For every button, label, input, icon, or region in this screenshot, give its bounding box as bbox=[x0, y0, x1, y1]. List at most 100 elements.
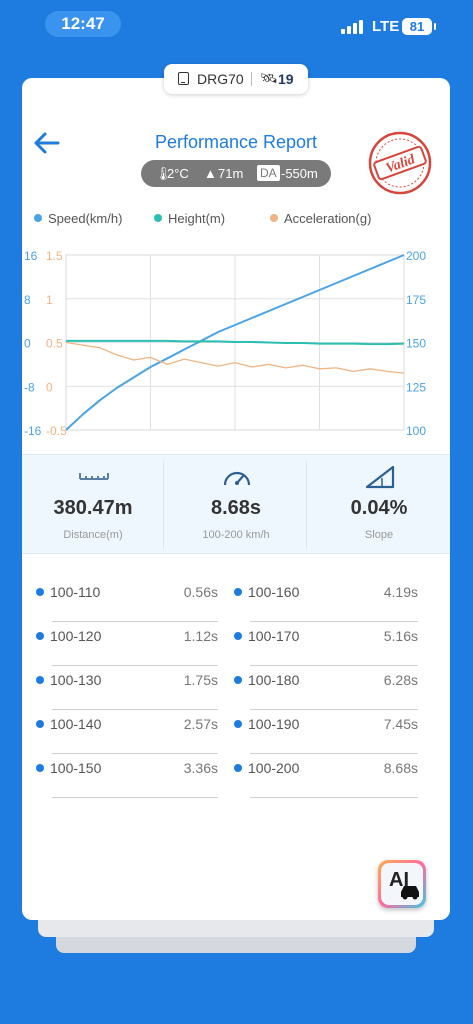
split-range: 100-180 bbox=[248, 672, 300, 688]
split-time-item: 100-180 6.28s bbox=[234, 666, 418, 710]
split-bullet bbox=[36, 632, 44, 640]
conditions-pill: 🌡 2°C ▲ 71m DA -550m bbox=[141, 160, 331, 187]
car-icon bbox=[401, 886, 419, 900]
satellite-count: 19 bbox=[278, 71, 294, 87]
split-bullet bbox=[234, 588, 242, 596]
split-divider bbox=[250, 797, 418, 798]
height-tick-label: 8 bbox=[24, 293, 31, 307]
split-time-item: 100-190 7.45s bbox=[234, 710, 418, 754]
report-card: Performance Report Valid 🌡 2°C ▲ 71m DA … bbox=[22, 78, 450, 920]
speed-line bbox=[65, 254, 405, 431]
split-range: 100-120 bbox=[50, 628, 102, 644]
stats-panel: 380.47m Distance(m) 8.68s 100-200 km/h 0… bbox=[22, 454, 450, 554]
split-time-item: 100-200 8.68s bbox=[234, 754, 418, 798]
split-time: 0.56s bbox=[183, 584, 218, 600]
split-bullet bbox=[36, 720, 44, 728]
acceleration-tick-label: 0 bbox=[46, 380, 53, 394]
height-tick-label: -16 bbox=[24, 424, 42, 438]
acceleration-line bbox=[65, 341, 405, 374]
speed-tick-label: 150 bbox=[406, 337, 426, 351]
height-tick-label: 16 bbox=[24, 249, 38, 263]
split-time-item: 100-130 1.75s bbox=[36, 666, 218, 710]
legend-item-speed[interactable]: Speed(km/h) bbox=[34, 211, 122, 226]
split-range: 100-150 bbox=[50, 760, 102, 776]
acceleration-tick-label: -0.5 bbox=[46, 424, 67, 438]
split-time-item: 100-110 0.56s bbox=[36, 578, 218, 622]
divider bbox=[163, 461, 164, 549]
split-bullet bbox=[36, 676, 44, 684]
performance-chart: 16 8 0 -8 -16 1.5 1 0.5 0 -0.5 200 175 150 125 100 bbox=[24, 249, 426, 438]
stat-value: 380.47m bbox=[53, 497, 133, 519]
legend-label: Speed(km/h) bbox=[48, 211, 123, 226]
speed-tick-label: 100 bbox=[406, 424, 426, 438]
split-time: 1.75s bbox=[183, 672, 218, 688]
divider bbox=[306, 461, 307, 549]
legend-dot bbox=[270, 214, 278, 222]
device-tab[interactable]: DRG70 🛰 19 bbox=[164, 64, 308, 94]
density-altitude-badge: DA bbox=[257, 165, 280, 181]
slope-icon bbox=[365, 465, 395, 489]
stat-label: Distance(m) bbox=[63, 529, 123, 541]
mountain-icon: ▲ bbox=[204, 166, 217, 181]
stat-value: 8.68s bbox=[210, 497, 262, 519]
split-time-item: 100-150 3.36s bbox=[36, 754, 218, 798]
network-type: LTE bbox=[372, 18, 400, 35]
split-time: 1.12s bbox=[183, 628, 218, 644]
ai-assistant-button[interactable]: AI bbox=[378, 860, 426, 908]
split-time-item: 100-160 4.19s bbox=[234, 578, 418, 622]
legend-item-acceleration[interactable]: Acceleration(g) bbox=[270, 211, 371, 226]
status-time: 12:47 bbox=[45, 11, 121, 37]
height-tick-label: -8 bbox=[24, 380, 35, 394]
acceleration-tick-label: 0.5 bbox=[46, 337, 63, 351]
page-title: Performance Report bbox=[154, 132, 318, 152]
split-time-item: 100-120 1.12s bbox=[36, 622, 218, 666]
split-time: 5.16s bbox=[383, 628, 418, 644]
acceleration-tick-label: 1 bbox=[46, 293, 53, 307]
legend-label: Height(m) bbox=[168, 211, 226, 226]
stat-value: 0.04% bbox=[350, 497, 408, 519]
speed-tick-label: 175 bbox=[406, 293, 426, 307]
speed-tick-label: 200 bbox=[406, 249, 426, 263]
acceleration-tick-label: 1.5 bbox=[46, 249, 63, 263]
split-divider bbox=[52, 709, 218, 710]
split-bullet bbox=[234, 632, 242, 640]
legend-item-height[interactable]: Height(m) bbox=[154, 211, 225, 226]
valid-stamp: Valid bbox=[368, 131, 432, 195]
density-altitude-value: -550m bbox=[281, 166, 318, 181]
split-divider bbox=[250, 621, 418, 622]
speedometer-icon bbox=[223, 471, 251, 486]
split-range: 100-190 bbox=[248, 716, 300, 732]
split-bullet bbox=[36, 588, 44, 596]
device-icon bbox=[178, 72, 189, 85]
split-divider bbox=[250, 665, 418, 666]
split-time: 7.45s bbox=[383, 716, 418, 732]
ruler-icon bbox=[79, 473, 109, 480]
split-time-item: 100-140 2.57s bbox=[36, 710, 218, 754]
split-divider bbox=[250, 753, 418, 754]
split-time: 2.57s bbox=[183, 716, 218, 732]
height-line bbox=[66, 339, 405, 346]
split-bullet bbox=[234, 720, 242, 728]
satellite-icon: 🛰 bbox=[260, 70, 278, 86]
split-range: 100-200 bbox=[248, 760, 300, 776]
split-time: 6.28s bbox=[383, 672, 418, 688]
split-range: 100-110 bbox=[50, 584, 101, 600]
divider bbox=[251, 72, 252, 86]
split-range: 100-170 bbox=[248, 628, 300, 644]
split-divider bbox=[52, 753, 218, 754]
split-bullet bbox=[234, 764, 242, 772]
battery-icon: 81 bbox=[402, 18, 436, 35]
legend-label: Acceleration(g) bbox=[284, 211, 372, 226]
thermometer-icon: 🌡 bbox=[155, 166, 172, 181]
split-divider bbox=[250, 709, 418, 710]
chart-legend: Speed(km/h) Height(m) Acceleration(g) bbox=[34, 211, 444, 229]
legend-dot bbox=[34, 214, 42, 222]
altitude-value: 71m bbox=[218, 166, 244, 181]
device-name: DRG70 bbox=[197, 71, 244, 87]
legend-dot bbox=[154, 214, 162, 222]
signal-icon bbox=[341, 20, 365, 34]
stat-label: Slope bbox=[364, 529, 394, 541]
back-arrow-icon[interactable] bbox=[32, 130, 62, 156]
split-range: 100-140 bbox=[50, 716, 102, 732]
stat-distance: 380.47m Distance(m) bbox=[22, 455, 164, 555]
